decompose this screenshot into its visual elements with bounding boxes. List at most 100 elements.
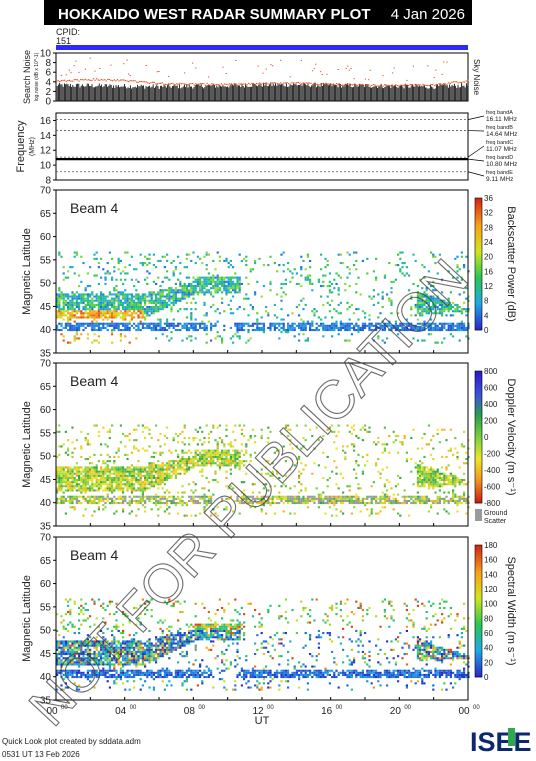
echo-cell xyxy=(311,472,314,475)
echo-cell xyxy=(194,291,197,294)
echo-cell xyxy=(333,499,336,502)
echo-cell xyxy=(199,460,202,463)
sky-noise-point xyxy=(457,82,459,84)
echo-cell xyxy=(93,476,96,479)
echo-cell xyxy=(432,255,435,258)
echo-cell xyxy=(207,451,210,454)
echo-cell xyxy=(223,453,226,456)
echo-cell xyxy=(238,289,241,292)
sky-noise-point xyxy=(224,83,226,85)
echo-cell xyxy=(458,479,461,482)
echo-cell xyxy=(205,289,208,292)
echo-cell xyxy=(441,291,444,294)
freq-tick-label: 10 xyxy=(40,161,52,172)
echo-cell xyxy=(69,308,72,311)
echo-cell xyxy=(58,301,61,304)
echo-cell xyxy=(119,299,122,302)
echo-cell xyxy=(130,324,133,327)
echo-cell xyxy=(192,497,195,500)
echo-cell xyxy=(419,470,422,473)
echo-cell xyxy=(71,483,74,486)
echo-cell xyxy=(192,289,195,292)
echo-cell xyxy=(148,291,151,294)
echo-cell xyxy=(399,251,402,254)
echo-cell xyxy=(56,487,59,490)
echo-cell xyxy=(214,455,217,458)
echo-cell xyxy=(89,472,92,475)
echo-cell xyxy=(146,449,149,452)
echo-cell xyxy=(438,322,441,325)
echo-cell xyxy=(78,472,81,475)
echo-cell xyxy=(267,472,270,475)
sky-noise-outlier xyxy=(94,70,96,72)
echo-cell xyxy=(58,308,61,311)
echo-cell xyxy=(163,326,166,329)
echo-cell xyxy=(427,510,430,513)
sky-noise-point xyxy=(139,81,141,83)
echo-cell xyxy=(172,472,175,475)
sky-noise-point xyxy=(232,84,234,86)
echo-cell xyxy=(223,287,226,290)
echo-cell xyxy=(73,314,76,317)
sky-noise-point xyxy=(156,83,159,85)
echo-cell xyxy=(456,255,459,258)
echo-cell xyxy=(419,495,422,498)
echo-cell xyxy=(419,314,422,317)
echo-cell xyxy=(172,497,175,500)
echo-cell xyxy=(353,324,356,327)
echo-cell xyxy=(73,468,76,471)
echo-cell xyxy=(163,472,166,475)
echo-cell xyxy=(401,495,404,498)
echo-cell xyxy=(454,479,457,482)
echo-cell xyxy=(447,303,450,306)
echo-cell xyxy=(117,447,120,450)
echo-cell xyxy=(441,341,444,344)
echo-cell xyxy=(69,316,72,319)
echo-cell xyxy=(251,268,254,271)
echo-cell xyxy=(443,499,446,502)
echo-cell xyxy=(258,497,261,500)
echo-cell xyxy=(240,329,243,332)
echo-cell xyxy=(137,470,140,473)
echo-cell xyxy=(254,497,257,500)
echo-cell xyxy=(95,316,98,319)
echo-cell xyxy=(58,497,61,500)
echo-cell xyxy=(64,310,67,313)
echo-cell xyxy=(196,293,199,296)
echo-cell xyxy=(210,462,213,465)
echo-cell xyxy=(412,326,415,329)
echo-cell xyxy=(456,308,459,311)
echo-cell xyxy=(412,253,415,256)
echo-cell xyxy=(331,329,334,332)
echo-cell xyxy=(390,291,393,294)
colorbar-segment xyxy=(475,198,482,201)
echo-cell xyxy=(223,449,226,452)
echo-cell xyxy=(115,472,118,475)
echo-cell xyxy=(130,295,133,298)
echo-cell xyxy=(128,301,131,304)
echo-cell xyxy=(304,276,307,279)
echo-cell xyxy=(458,268,461,271)
sky-noise-point xyxy=(369,85,371,87)
echo-cell xyxy=(122,491,125,494)
echo-cell xyxy=(372,303,375,306)
echo-cell xyxy=(315,326,318,329)
echo-cell xyxy=(148,308,151,311)
echo-cell xyxy=(93,310,96,313)
echo-cell xyxy=(386,337,389,340)
echo-cell xyxy=(58,487,61,490)
echo-cell xyxy=(225,485,228,488)
echo-cell xyxy=(161,295,164,298)
colorbar-segment xyxy=(475,255,482,258)
colorbar-segment xyxy=(475,281,482,285)
sky-noise-point xyxy=(134,80,136,82)
echo-cell xyxy=(361,326,364,329)
echo-cell xyxy=(82,468,85,471)
echo-cell xyxy=(139,468,142,471)
echo-cell xyxy=(124,329,127,332)
echo-cell xyxy=(353,251,356,254)
sky-noise-outlier xyxy=(347,65,349,67)
colorbar-tick-label: 4 xyxy=(484,311,489,320)
sky-noise-point xyxy=(132,80,135,82)
echo-cell xyxy=(172,464,175,467)
